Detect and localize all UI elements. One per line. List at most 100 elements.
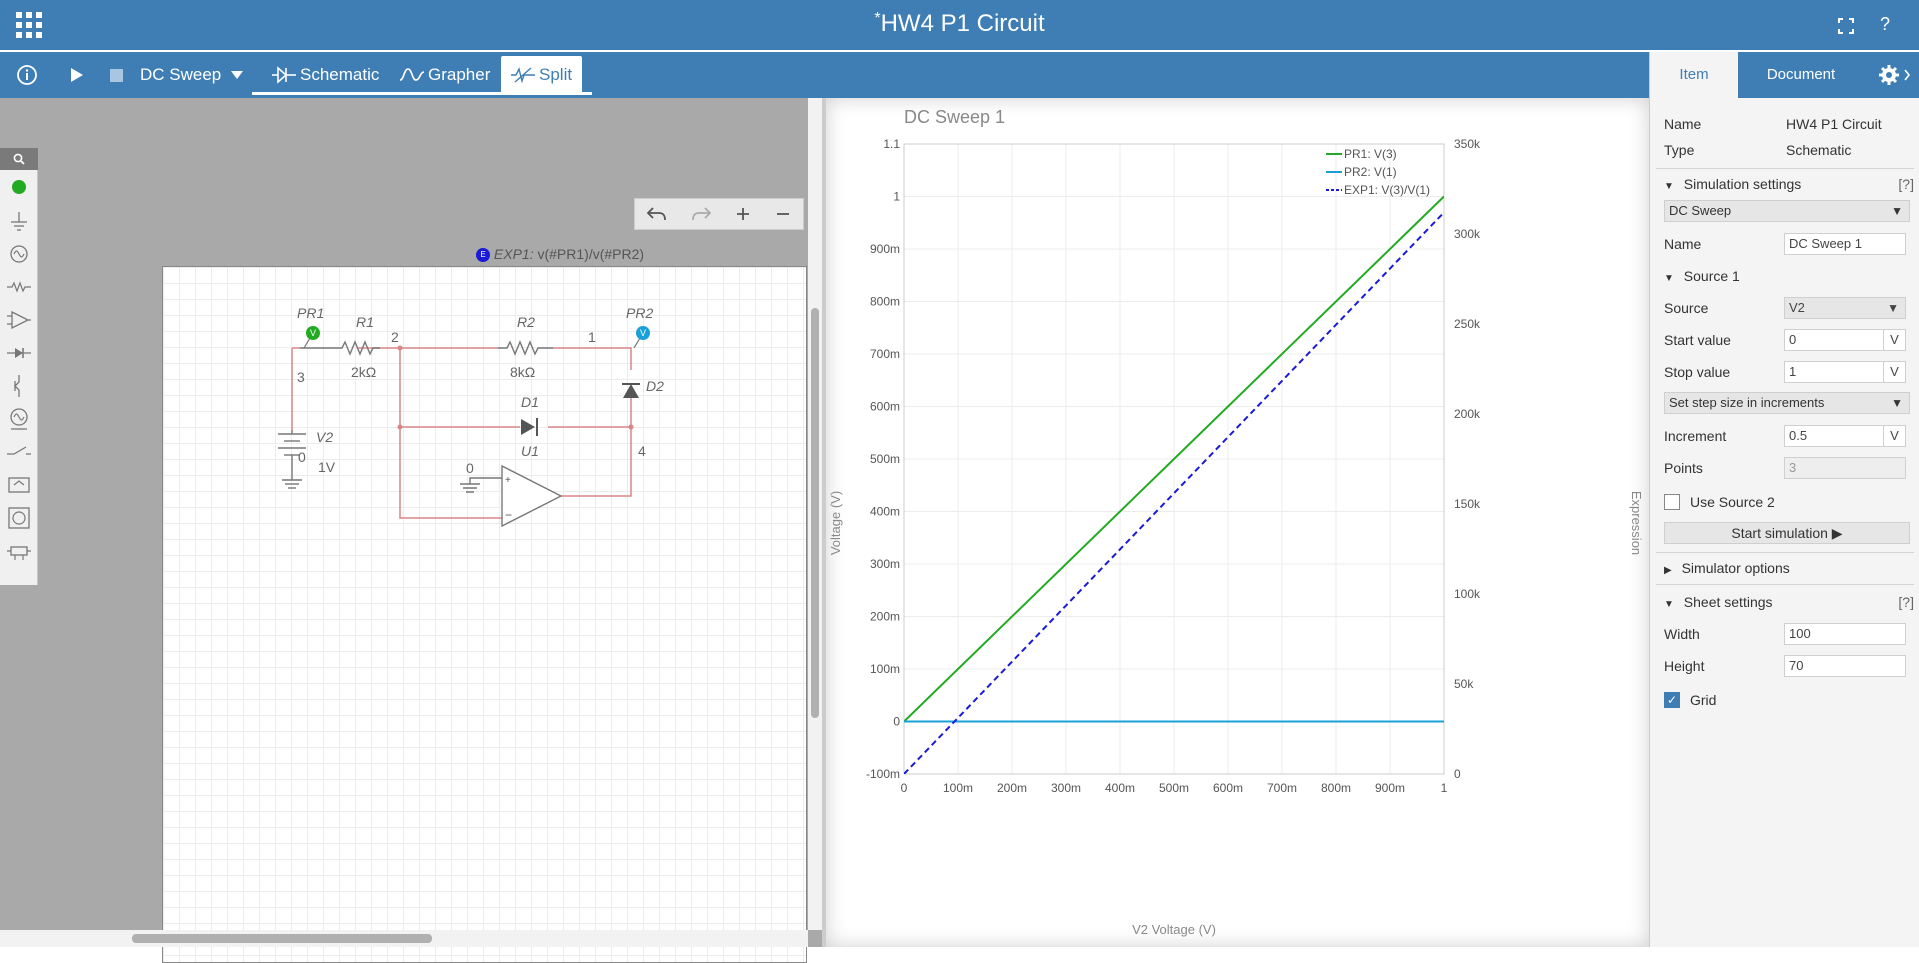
simulation-help-link[interactable]: [?] [1898,176,1914,192]
run-button[interactable] [70,52,84,98]
node-gnd-v2: 0 [298,449,306,465]
dc-sweep-chart: DC Sweep 1 0 100m 200m 300m 400m 500m 600m 700m… [828,107,1644,937]
app-grid-icon[interactable] [14,10,44,40]
sheet-help-link[interactable]: [?] [1898,594,1914,610]
simulator-options-header[interactable]: ▶ Simulator options [1664,556,1914,580]
analysis-type-select-value: DC Sweep [1669,203,1732,218]
ground-tool-icon[interactable] [6,208,32,234]
use-source2-checkbox[interactable] [1664,494,1680,510]
component-palette [0,148,38,585]
schematic-sheet[interactable] [162,266,807,963]
increment-unit: V [1883,426,1905,446]
resistor-r1-symbol [300,340,380,356]
resistor-r2-symbol [498,340,553,356]
start-sim-row: Start simulation ▶ [1664,522,1914,546]
zoom-out-icon[interactable] [775,206,791,222]
increment-input[interactable]: 0.5 V [1784,425,1906,447]
probe-tool-icon[interactable] [6,174,32,200]
simulation-settings-label: Simulation settings [1683,176,1802,192]
sheet-settings-header[interactable]: ▼ Sheet settings [?] [1664,590,1914,614]
step-mode-row: Set step size in increments ▼ [1664,392,1914,416]
grid-checkbox[interactable]: ✓ [1664,692,1680,708]
start-value-row: Start value 0 V [1664,328,1914,352]
ac-source-tool-icon[interactable] [6,241,32,267]
switch-tool-icon[interactable] [6,439,32,465]
source-block-tool-icon[interactable] [6,505,32,531]
probe-pr2-badge[interactable]: V [636,326,650,340]
source-select[interactable]: V2 ▼ [1784,297,1906,319]
start-simulation-button[interactable]: Start simulation ▶ [1664,522,1910,544]
lamp-tool-icon[interactable] [6,406,32,432]
info-button[interactable] [16,52,38,98]
tab-grapher[interactable]: Grapher [390,56,500,94]
diode-d2-symbol [622,383,640,398]
width-input[interactable]: 100 [1784,623,1906,645]
y-tick-label: 100m [870,662,900,676]
height-input[interactable]: 70 [1784,655,1906,677]
y2-tick-label: 250k [1454,317,1481,331]
resistor-tool-icon[interactable] [6,274,32,300]
analysis-type-select[interactable]: DC Sweep ▼ [1664,200,1910,222]
graph-panel[interactable]: DC Sweep 1 0 100m 200m 300m 400m 500m 600m 700m… [826,98,1649,947]
chevron-down-icon: ▼ [1887,301,1899,315]
schematic-horizontal-scrollbar[interactable] [0,930,808,947]
diode-d1-symbol [521,418,538,436]
label-v2: V2 [316,429,334,445]
svg-text:+: + [505,475,511,486]
doc-type-value: Schematic [1786,142,1852,158]
zoom-in-icon[interactable] [735,206,751,222]
schematic-vertical-scrollbar[interactable] [808,98,822,930]
sim-name-input[interactable]: DC Sweep 1 [1784,233,1906,255]
tab-schematic[interactable]: Schematic [262,56,389,94]
simulation-settings-header[interactable]: ▼ Simulation settings [?] [1664,172,1914,196]
analysis-dropdown[interactable]: DC Sweep [140,52,244,98]
panel-settings-button[interactable] [1872,52,1919,98]
palette-search-button[interactable] [0,148,38,170]
meter-tool-icon[interactable] [6,472,32,498]
schematic-canvas[interactable]: + − V V E EXP1: v(#PR1)/v(#PR2) PR1 R1 R… [0,98,822,963]
x-tick-label: 600m [1213,781,1243,795]
grid-row[interactable]: ✓ Grid [1664,688,1914,712]
connector-tool-icon[interactable] [6,538,32,564]
tab-document[interactable]: Document [1766,66,1836,83]
start-value-label: Start value [1664,332,1731,348]
y2-tick-label: 100k [1454,587,1481,601]
tab-item[interactable]: Item [1650,52,1738,98]
step-mode-select[interactable]: Set step size in increments ▼ [1664,392,1910,414]
modified-marker: * [874,10,881,27]
probe-pr1-badge[interactable]: V [306,326,320,340]
undo-icon[interactable] [647,206,667,222]
redo-icon[interactable] [691,206,711,222]
expression-value: v(#PR1)/v(#PR2) [537,246,645,262]
vertical-scroll-thumb[interactable] [811,308,819,718]
source1-header[interactable]: ▼ Source 1 [1664,264,1914,288]
increment-label: Increment [1664,428,1727,444]
fullscreen-icon[interactable] [1838,18,1854,34]
use-source2-row[interactable]: Use Source 2 [1664,490,1914,514]
height-label: Height [1664,658,1705,674]
probe-pr1-badge-text: V [309,328,316,338]
transistor-tool-icon[interactable] [6,373,32,399]
y-tick-label: 0 [893,715,900,729]
stop-button[interactable] [110,52,123,98]
start-value-input[interactable]: 0 V [1784,329,1906,351]
node-1: 1 [588,329,596,345]
expression-exp1[interactable]: E EXP1: v(#PR1)/v(#PR2) [476,246,645,263]
horizontal-scroll-thumb[interactable] [132,934,432,943]
y-axis-label: Voltage (V) [828,491,843,555]
chart-legend: PR1: V(3) PR2: V(1) EXP1: V(3)/V(1) [1326,147,1430,197]
series-line-0 [904,195,1444,723]
stop-value-input[interactable]: 1 V [1784,361,1906,383]
x-tick-label: 300m [1051,781,1081,795]
tab-split[interactable]: Split [501,56,583,94]
split-divider[interactable] [822,98,826,947]
label-r1: R1 [356,314,374,330]
diode-tool-icon[interactable] [6,340,32,366]
opamp-tool-icon[interactable] [6,307,32,333]
help-button[interactable]: ? [1880,14,1891,34]
triangle-down-icon: ▼ [1664,181,1674,192]
label-pr2: PR2 [626,305,654,321]
label-r2: R2 [517,314,535,330]
stop-value-text: 1 [1789,364,1797,379]
panel-tabs: Item Document [1650,52,1919,98]
